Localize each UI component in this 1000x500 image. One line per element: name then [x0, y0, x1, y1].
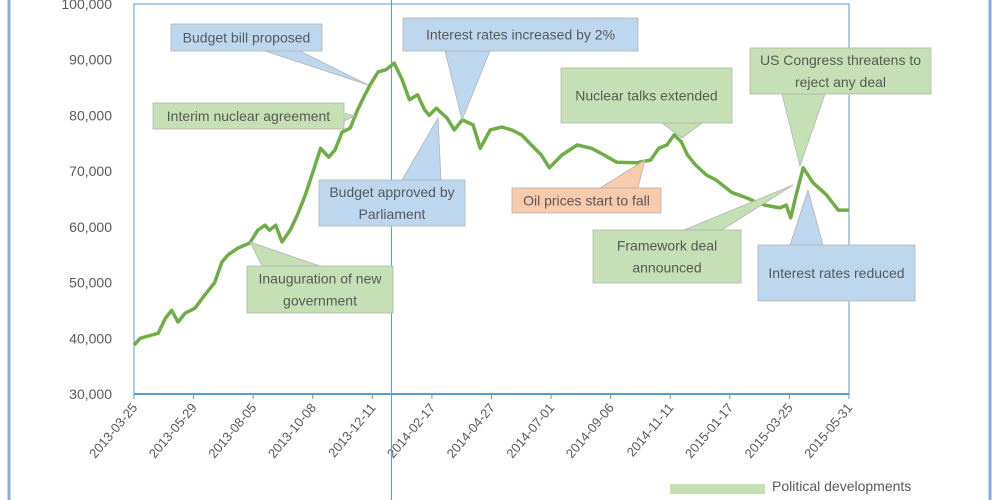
y-tick-label: 60,000 — [69, 219, 112, 235]
callout-label: US Congress threatens to — [760, 52, 921, 68]
callout-pointer — [660, 122, 704, 139]
callout-label: Framework deal — [617, 238, 717, 254]
callout-label: Parliament — [359, 206, 426, 222]
callout-label: Interest rates reduced — [768, 265, 904, 281]
callout-label: Interest rates increased by 2% — [426, 27, 615, 43]
legend-swatch — [670, 484, 765, 494]
y-tick-label: 100,000 — [61, 0, 112, 12]
callout-pointer — [781, 93, 826, 168]
y-tick-label: 90,000 — [69, 52, 112, 68]
callout-pointer — [444, 50, 491, 122]
callout-label: announced — [632, 260, 701, 276]
y-tick-label: 70,000 — [69, 163, 112, 179]
x-tick-label: 2013-12-11 — [325, 400, 379, 460]
x-tick-label: 2014-09-06 — [563, 400, 617, 461]
x-tick-label: 2013-03-25 — [86, 400, 140, 461]
x-tick-label: 2014-11-11 — [624, 400, 677, 459]
callout-box — [592, 229, 742, 284]
callout-label: reject any deal — [795, 74, 886, 90]
callout-box — [152, 102, 345, 130]
callout-box — [749, 47, 932, 95]
callout-label: Interim nuclear agreement — [167, 108, 331, 124]
y-tick-label: 80,000 — [69, 107, 112, 123]
callout-box — [511, 187, 662, 214]
callout-box — [560, 67, 733, 124]
callout-box — [170, 23, 323, 52]
x-tick-label: 2013-08-05 — [205, 400, 259, 461]
y-tick-label: 50,000 — [69, 275, 112, 291]
callout-label: Inauguration of new — [259, 271, 383, 287]
y-tick-label: 40,000 — [69, 330, 112, 346]
callout-label: Budget approved by — [329, 184, 454, 200]
callout-joint — [343, 113, 345, 121]
callout-label: Oil prices start to fall — [523, 193, 650, 209]
y-tick-label: 30,000 — [69, 386, 112, 402]
callout-label: government — [283, 293, 357, 309]
callout-box — [402, 17, 639, 52]
x-tick-label: 2015-05-31 — [801, 400, 855, 461]
x-tick-label: 2013-10-08 — [265, 400, 319, 461]
plot-area — [133, 3, 850, 395]
legend-label: Political developments — [772, 478, 911, 494]
callout-pointer — [261, 49, 369, 86]
x-tick-label: 2014-04-27 — [444, 400, 498, 461]
callout-box — [757, 244, 916, 302]
callout-pointer — [598, 159, 646, 189]
callout-pointer — [249, 241, 321, 267]
callout-box — [246, 265, 394, 314]
series-line — [132, 61, 849, 347]
x-tick-label: 2013-05-29 — [146, 400, 200, 461]
callout-pointer — [401, 116, 442, 181]
x-tick-label: 2014-07-01 — [503, 400, 557, 461]
x-tick-label: 2015-03-25 — [741, 400, 795, 461]
x-tick-label: 2015-01-17 — [682, 400, 736, 461]
callout-label: Budget bill proposed — [183, 30, 311, 46]
x-tick-label: 2014-02-17 — [384, 400, 438, 461]
callout-box — [318, 179, 466, 227]
callout-label: Nuclear talks extended — [575, 88, 717, 104]
